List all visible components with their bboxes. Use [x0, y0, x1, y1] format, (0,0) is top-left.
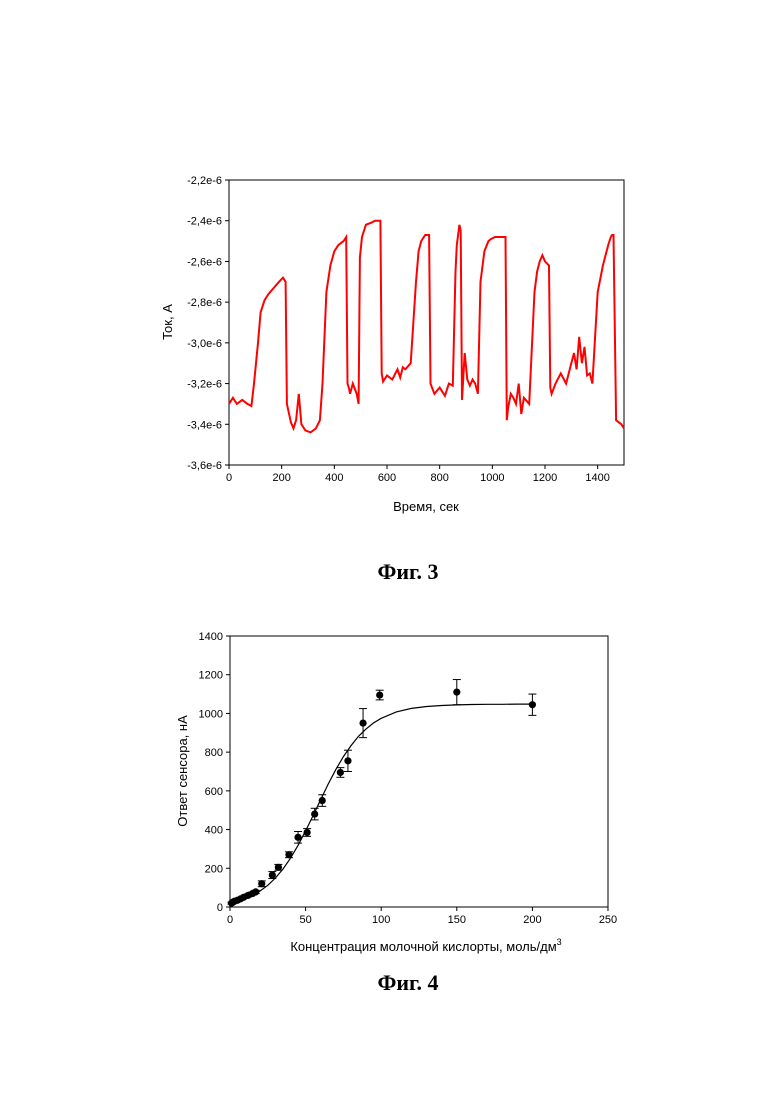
x-tick-label: 600	[378, 472, 396, 484]
data-point	[319, 797, 326, 804]
x-tick-label: 1000	[480, 472, 504, 484]
data-point	[529, 701, 536, 708]
data-point	[376, 691, 383, 698]
x-tick-label: 0	[227, 914, 233, 926]
x-tick-label: 50	[299, 914, 311, 926]
y-tick-label: 800	[205, 747, 223, 759]
plot-frame	[229, 180, 624, 465]
data-point	[344, 757, 351, 764]
plot-frame	[230, 636, 608, 907]
y-tick-label: -3,4e-6	[187, 419, 222, 431]
y-tick-label: 1000	[199, 708, 223, 720]
data-point	[337, 769, 344, 776]
y-tick-label: -2,8e-6	[187, 297, 222, 309]
x-tick-label: 400	[325, 472, 343, 484]
data-point	[359, 720, 366, 727]
x-tick-labels: 0 200 400 600 800 1000 1200 1400	[226, 472, 610, 484]
y-tick-label: 1400	[199, 631, 223, 643]
data-points	[228, 680, 537, 907]
y-tick-label: 600	[205, 786, 223, 798]
tick-marks	[226, 636, 608, 911]
figure-caption-3: Фиг. 3	[377, 559, 438, 584]
y-tick-labels: -2,2e-6 -2,4e-6 -2,6e-6 -2,8e-6 -3,0e-6 -3,2e…	[187, 175, 222, 472]
x-tick-label: 1200	[533, 472, 557, 484]
x-axis-title: Время, сек	[393, 499, 459, 514]
y-tick-label: -3,6e-6	[187, 460, 222, 472]
sensor-response-chart: 0 50 100 150 200 250 0 200 400 600 800 1000 1200 140…	[175, 631, 617, 995]
x-tick-label: 200	[272, 472, 290, 484]
data-point	[258, 880, 265, 887]
x-tick-label: 150	[448, 914, 466, 926]
x-tick-label: 100	[372, 914, 390, 926]
x-tick-labels: 0 50 100 150 200 250	[227, 914, 617, 926]
data-point	[304, 829, 311, 836]
data-point	[294, 834, 301, 841]
data-point	[453, 689, 460, 696]
data-point	[285, 851, 292, 858]
x-axis-title-text: Концентрация молочной кислорты, моль/дм	[290, 939, 556, 954]
x-tick-label: 250	[599, 914, 617, 926]
y-tick-label: -2,2e-6	[187, 175, 222, 187]
data-point	[252, 888, 259, 895]
tick-marks	[225, 180, 598, 469]
y-axis-title: Ответ сенсора, нА	[175, 715, 190, 827]
y-axis-title: Ток, А	[160, 304, 175, 340]
y-tick-label: 400	[205, 825, 223, 837]
y-tick-label: -2,4e-6	[187, 216, 222, 228]
data-point	[269, 871, 276, 878]
data-point	[275, 864, 282, 871]
x-tick-label: 200	[523, 914, 541, 926]
y-tick-label: 200	[205, 863, 223, 875]
y-tick-label: -3,0e-6	[187, 338, 222, 350]
x-axis-title: Концентрация молочной кислорты, моль/дм3	[290, 937, 561, 954]
x-tick-label: 1400	[585, 472, 609, 484]
x-tick-label: 0	[226, 472, 232, 484]
x-tick-label: 800	[430, 472, 448, 484]
y-tick-label: -3,2e-6	[187, 379, 222, 391]
x-axis-title-superscript: 3	[557, 937, 562, 947]
current-vs-time-chart: 0 200 400 600 800 1000 1200 1400 -2,2e-6 -2,4e-6…	[160, 175, 624, 584]
data-point	[311, 810, 318, 817]
y-tick-labels: 0 200 400 600 800 1000 1200 1400	[199, 631, 223, 914]
figure-caption-4: Фиг. 4	[377, 970, 438, 995]
y-tick-label: -2,6e-6	[187, 256, 222, 268]
current-series-line	[229, 221, 624, 433]
y-tick-label: 0	[217, 902, 223, 914]
y-tick-label: 1200	[199, 670, 223, 682]
